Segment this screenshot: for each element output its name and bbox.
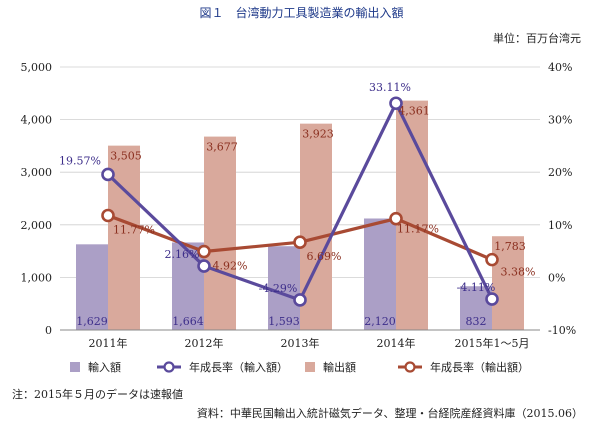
- bar-export-value-label: 3,505: [110, 150, 142, 163]
- import-growth-value-label: -4.11%: [457, 281, 496, 294]
- x-tick-label: 2014年: [377, 336, 416, 350]
- bar-export-value-label: 3,677: [206, 141, 238, 154]
- footnote: 注：2015年５月のデータは速報値: [12, 388, 183, 401]
- y-right-tick-label: 0%: [548, 271, 565, 284]
- import-growth-point: [197, 259, 211, 273]
- y-left-tick-label: 4,000: [21, 114, 53, 127]
- y-left-tick-label: 0: [45, 324, 52, 337]
- export-growth-point: [197, 244, 211, 259]
- import-growth-value-label: 2.16%: [165, 248, 200, 261]
- bar-import: [268, 246, 300, 330]
- legend-import-swatch: [70, 362, 80, 372]
- export-growth-value-label: 11.17%: [397, 223, 439, 236]
- bar-import: [172, 242, 204, 330]
- y-left-tick-label: 2,000: [21, 219, 53, 232]
- source-note: 資料：中華民国輸出入統計磁気データ、整理・台経院産経資料庫（2015.06）: [196, 407, 583, 420]
- bar-import-value-label: 1,629: [76, 315, 108, 328]
- y-right-tick-label: 40%: [548, 61, 572, 74]
- bar-import-value-label: 1,593: [268, 315, 300, 328]
- export-growth-point: [293, 235, 307, 250]
- bar-export: [204, 136, 236, 330]
- legend-export-label: 輸出額: [323, 360, 356, 374]
- legend-export-growth-marker: [404, 361, 416, 373]
- import-growth-point: [485, 292, 499, 306]
- bar-import-value-label: 1,664: [172, 315, 204, 328]
- y-right-tick-label: 20%: [548, 166, 572, 179]
- legend-export-swatch: [305, 362, 315, 372]
- export-growth-point: [389, 211, 403, 226]
- export-growth-value-label: 6.69%: [307, 250, 342, 263]
- x-tick-label: 2011年: [89, 336, 128, 350]
- legend-import-growth-marker: [163, 361, 175, 373]
- growth-lines: [101, 96, 499, 307]
- import-growth-value-label: -4.29%: [259, 282, 298, 295]
- export-growth-point: [101, 208, 115, 223]
- y-left-tick-label: 1,000: [21, 271, 53, 284]
- data-labels: 1,629 1,664 1,593 2,120 832 3,505 3,677 3,923 4,…: [59, 81, 535, 328]
- export-growth-value-label: 4.92%: [213, 260, 248, 273]
- legend: 輸入額 年成長率（輸入額） 輸出額 年成長率（輸出額）: [70, 360, 529, 374]
- export-growth-value-label: 11.77%: [113, 223, 155, 236]
- export-growth-value-label: 3.38%: [501, 266, 536, 279]
- chart-title: 図１ 台湾動力工具製造業の輸出入額: [199, 6, 404, 20]
- bar-export-value-label: 3,923: [302, 128, 334, 141]
- bar-import-value-label: 2,120: [364, 315, 396, 328]
- legend-import-label: 輸入額: [88, 360, 121, 374]
- legend-export-growth-label: 年成長率（輸出額）: [430, 360, 529, 374]
- x-tick-label: 2012年: [185, 336, 224, 350]
- import-growth-value-label: 33.11%: [369, 81, 411, 94]
- y-right-tick-label: 30%: [548, 114, 572, 127]
- y-right-tick-label: 10%: [548, 219, 572, 232]
- import-growth-point: [389, 96, 403, 111]
- y-left-tick-label: 5,000: [21, 61, 53, 74]
- bar-export-value-label: 4,361: [398, 105, 430, 118]
- import-growth-point: [101, 167, 115, 182]
- bar-import-value-label: 832: [466, 315, 487, 328]
- bar-import: [76, 244, 108, 330]
- import-growth-value-label: 19.57%: [59, 154, 101, 167]
- import-growth-point: [293, 293, 307, 307]
- x-tick-label: 2015年1～5月: [455, 336, 530, 350]
- y-left-tick-label: 3,000: [21, 166, 53, 179]
- y-right-tick-label: -10%: [548, 324, 576, 337]
- axes: 0 -10% 1,000 0% 2,000 10% 3,000 20% 4,000 30% 5,00…: [21, 61, 577, 350]
- x-tick-label: 2013年: [281, 336, 320, 350]
- bar-import: [460, 286, 492, 330]
- legend-import-growth-label: 年成長率（輸入額）: [189, 360, 288, 374]
- unit-label: 単位：百万台湾元: [493, 32, 581, 45]
- bar-import: [364, 218, 396, 330]
- bar-export: [300, 123, 332, 330]
- export-growth-point: [485, 252, 499, 267]
- bar-export-value-label: 1,783: [494, 240, 526, 253]
- bar-export: [492, 236, 524, 330]
